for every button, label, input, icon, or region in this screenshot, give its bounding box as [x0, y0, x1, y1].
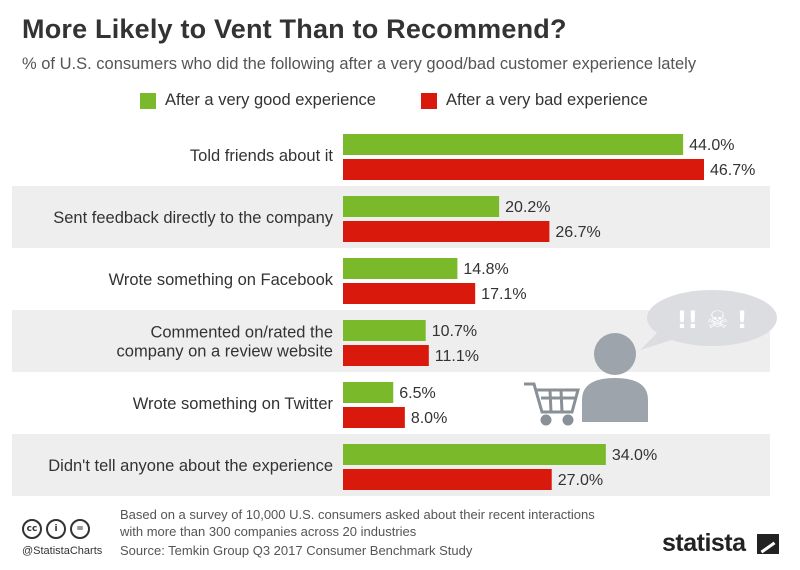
category-label: Commented on/rated the company on a revie…	[117, 324, 333, 361]
value-label: 10.7%	[432, 323, 477, 340]
bar-bad	[343, 345, 429, 366]
bar-good	[343, 258, 458, 279]
chart-subtitle: % of U.S. consumers who did the followin…	[22, 55, 697, 73]
category-label: Wrote something on Facebook	[109, 271, 334, 289]
category-label: Sent feedback directly to the company	[53, 209, 333, 227]
no-derivatives-icon: =	[70, 519, 90, 539]
value-label: 27.0%	[558, 472, 603, 489]
license-icons: cc i =	[22, 519, 90, 539]
legend-label-bad: After a very bad experience	[446, 91, 648, 109]
value-label: 20.2%	[505, 199, 550, 216]
value-label: 11.1%	[435, 348, 479, 365]
attribution-icon: i	[46, 519, 66, 539]
statista-logo-icon	[757, 534, 779, 554]
person-icon	[582, 333, 648, 422]
bar-good	[343, 134, 684, 155]
speech-bubble-icon: !! ☠ !	[640, 290, 777, 350]
value-label: 14.8%	[463, 261, 508, 278]
legend-swatch-good	[140, 92, 156, 109]
value-label: 6.5%	[399, 385, 435, 402]
bar-good	[343, 382, 394, 403]
legend-label-good: After a very good experience	[165, 91, 376, 109]
bar-bad	[343, 469, 552, 490]
value-label: 26.7%	[555, 224, 600, 241]
value-label: 46.7%	[710, 162, 755, 179]
speech-text: !! ☠ !	[676, 306, 747, 334]
twitter-handle: @StatistaCharts	[22, 545, 103, 557]
legend-item-bad: After a very bad experience	[421, 91, 648, 110]
legend-swatch-bad	[421, 92, 437, 109]
legend-item-good: After a very good experience	[140, 91, 376, 110]
category-label: Wrote something on Twitter	[133, 395, 334, 413]
chart-title: More Likely to Vent Than to Recommend?	[22, 14, 567, 44]
bar-good	[343, 320, 426, 341]
cc-icon: cc	[22, 519, 42, 539]
statista-logo: statista	[662, 529, 746, 557]
bar-bad	[343, 221, 550, 242]
value-label: 34.0%	[612, 447, 657, 464]
bar-bad	[343, 283, 476, 304]
value-label: 8.0%	[411, 410, 447, 427]
category-label: Told friends about it	[190, 147, 334, 165]
footer-source: Source: Temkin Group Q3 2017 Consumer Be…	[120, 543, 473, 558]
footer-note: Based on a survey of 10,000 U.S. consume…	[120, 507, 595, 539]
category-label: Didn't tell anyone about the experience	[48, 457, 333, 475]
bar-bad	[343, 407, 405, 428]
value-label: 44.0%	[689, 137, 734, 154]
bar-good	[343, 444, 606, 465]
bar-good	[343, 196, 500, 217]
shopping-cart-icon	[524, 382, 580, 426]
bar-bad	[343, 159, 704, 180]
legend: After a very good experience After a ver…	[0, 91, 800, 113]
frustrated-customer-illustration: !! ☠ !	[524, 290, 777, 426]
value-label: 17.1%	[481, 286, 526, 303]
